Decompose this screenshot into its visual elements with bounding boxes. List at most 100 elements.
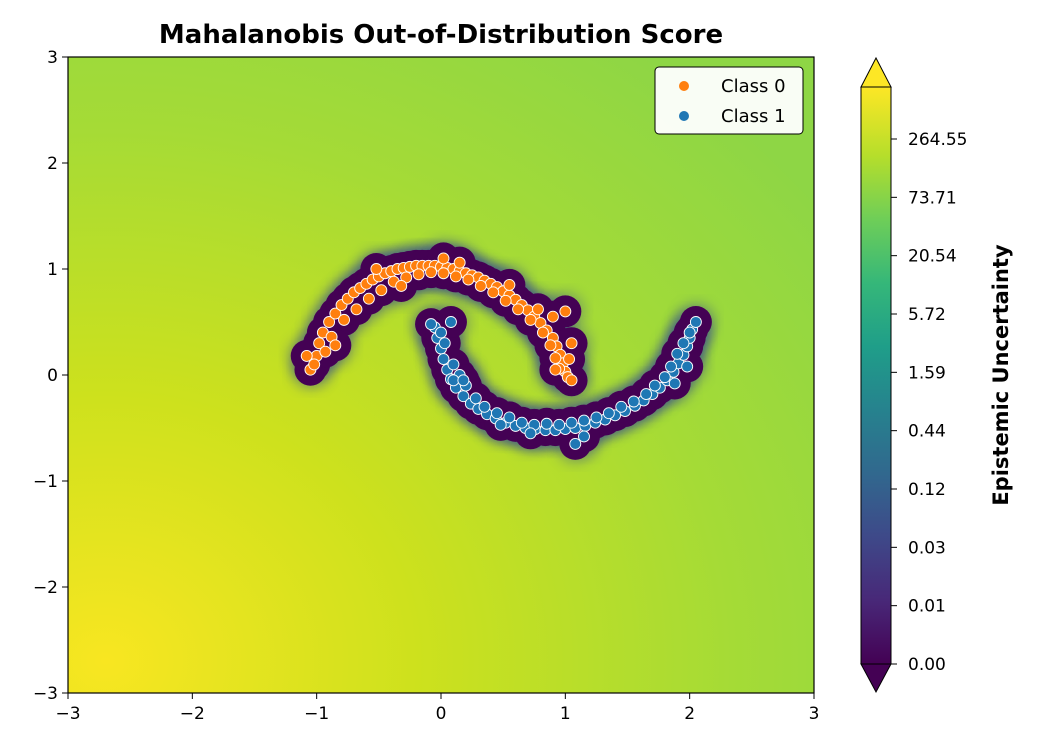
data-point xyxy=(425,266,438,279)
data-point xyxy=(537,326,549,339)
legend-box xyxy=(654,66,804,135)
data-point xyxy=(437,252,450,265)
data-point xyxy=(503,411,516,424)
chart-title: Mahalanobis Out-of-Distribution Score xyxy=(159,20,723,50)
data-point xyxy=(319,345,332,358)
data-point xyxy=(565,374,578,387)
legend-label-class-1: Class 1 xyxy=(721,106,786,127)
data-point xyxy=(437,267,450,280)
data-point xyxy=(524,313,537,326)
data-point xyxy=(648,379,661,392)
data-point xyxy=(474,280,487,292)
legend: Class 0 Class 1 xyxy=(654,66,804,135)
data-point xyxy=(640,388,653,401)
data-point xyxy=(457,374,470,387)
data-point xyxy=(524,427,537,440)
x-tick-label: −2 xyxy=(180,704,205,724)
data-point xyxy=(546,310,559,323)
colorbar-frame xyxy=(860,86,892,665)
data-point xyxy=(362,292,375,305)
data-point xyxy=(658,371,671,384)
data-point xyxy=(370,263,383,275)
data-point xyxy=(395,280,408,292)
data-point xyxy=(665,360,677,373)
data-point xyxy=(671,347,684,360)
data-point xyxy=(300,349,313,362)
colorbar-tick-label: 20.54 xyxy=(908,247,957,267)
data-point xyxy=(487,286,500,299)
x-axis: −3 −2 −1 0 1 2 3 xyxy=(55,693,819,724)
y-tick-label: 0 xyxy=(47,366,58,386)
data-point xyxy=(565,337,578,350)
data-point xyxy=(689,316,702,328)
y-tick-label: 2 xyxy=(47,154,58,174)
data-point xyxy=(578,430,590,443)
data-point xyxy=(435,326,447,339)
data-point xyxy=(438,337,451,350)
data-point xyxy=(540,417,553,430)
data-point xyxy=(578,414,590,427)
y-tick-label: −1 xyxy=(33,472,58,492)
colorbar-tick-label: 73.71 xyxy=(908,188,957,208)
data-point xyxy=(425,318,438,331)
data-point xyxy=(569,437,582,450)
data-point xyxy=(668,377,681,390)
data-point xyxy=(329,339,342,352)
colorbar-lower-extend xyxy=(860,663,892,694)
y-tick-label: −2 xyxy=(33,578,58,598)
data-point xyxy=(615,400,628,413)
data-point xyxy=(308,358,321,371)
data-point xyxy=(532,303,544,316)
legend-marker-class-1 xyxy=(679,111,689,121)
colorbar-ticks: 0.00 0.01 0.03 0.12 0.44 1.59 5.72 20.54 73.71 26… xyxy=(891,130,967,675)
legend-label-class-0: Class 0 xyxy=(721,76,786,97)
data-point xyxy=(412,268,425,281)
legend-marker-class-0 xyxy=(679,81,689,91)
data-point xyxy=(559,305,572,318)
data-point xyxy=(313,337,326,350)
scatter-points xyxy=(300,252,702,450)
data-point xyxy=(602,407,615,420)
data-point xyxy=(544,339,557,352)
data-point xyxy=(338,313,350,326)
data-point xyxy=(515,416,528,429)
data-point xyxy=(444,316,457,328)
data-point xyxy=(323,316,336,328)
y-tick-label: 3 xyxy=(47,48,58,68)
data-point xyxy=(491,407,503,420)
data-point xyxy=(677,337,690,350)
colorbar-tick-label: 0.01 xyxy=(908,597,946,617)
data-point xyxy=(553,418,566,431)
colorbar-tick-label: 264.55 xyxy=(908,130,967,150)
data-point xyxy=(469,392,482,405)
data-point xyxy=(437,353,450,366)
data-point xyxy=(503,278,516,291)
colorbar: 0.00 0.01 0.03 0.12 0.44 1.59 5.72 20.54 73.71 26… xyxy=(860,56,1013,694)
series-class-0 xyxy=(300,252,578,387)
data-point xyxy=(565,416,578,429)
x-tick-label: 2 xyxy=(684,704,695,724)
plot-area xyxy=(68,57,814,693)
data-point xyxy=(683,326,696,339)
y-tick-label: 1 xyxy=(47,260,58,280)
data-point xyxy=(350,303,363,316)
data-point xyxy=(449,270,462,283)
data-point xyxy=(375,284,388,297)
colorbar-tick-label: 0.44 xyxy=(908,422,946,442)
colorbar-tick-label: 0.03 xyxy=(908,538,946,558)
series-class-1 xyxy=(425,316,702,450)
data-point xyxy=(447,374,460,387)
x-tick-label: 0 xyxy=(436,704,447,724)
colorbar-tick-label: 1.59 xyxy=(908,363,946,383)
x-tick-label: −3 xyxy=(55,704,80,724)
data-point xyxy=(494,418,507,431)
x-tick-label: 1 xyxy=(560,704,571,724)
data-point xyxy=(447,358,460,371)
data-point xyxy=(478,400,491,413)
colorbar-upper-extend xyxy=(860,56,892,88)
colorbar-label: Epistemic Uncertainty xyxy=(989,244,1013,506)
data-point xyxy=(549,352,562,364)
data-point xyxy=(549,363,562,376)
data-point xyxy=(499,294,512,307)
